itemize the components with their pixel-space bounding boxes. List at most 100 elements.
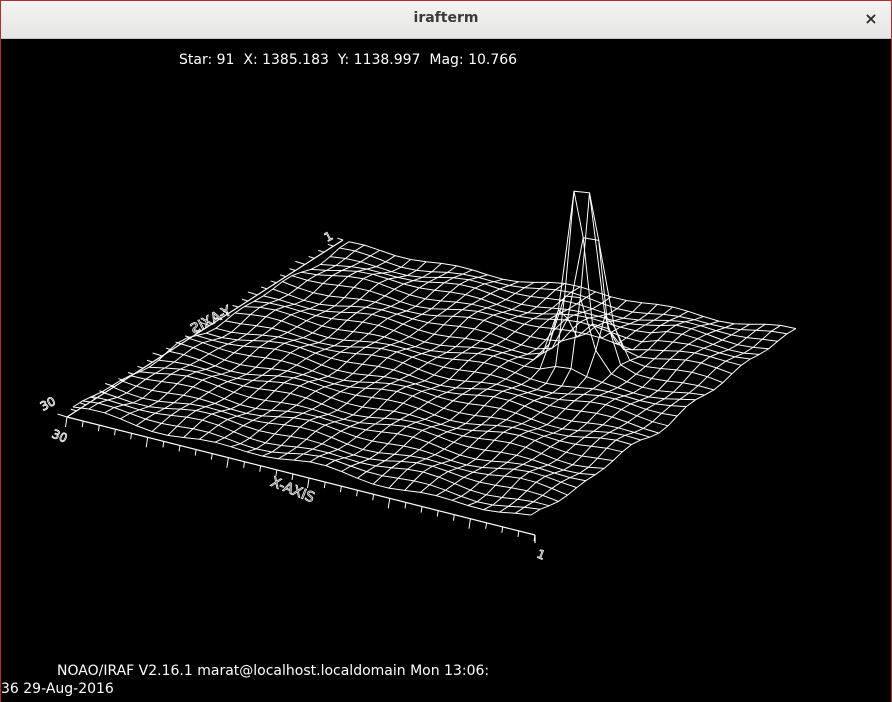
y-axis-tick (146, 359, 153, 363)
mesh-line-x (388, 191, 658, 489)
x-min-tick-label-group: 30 (49, 426, 69, 446)
y-axis-tick (57, 413, 68, 418)
y-axis-tick (232, 304, 239, 308)
y-min-tick-label-group: 30 (37, 394, 58, 414)
title-bar[interactable]: irafterm × (1, 1, 891, 39)
x-axis-tick (130, 433, 133, 440)
x-axis-tick (307, 477, 310, 489)
mesh-line-x (420, 310, 689, 493)
x-axis-tick (452, 514, 455, 521)
x-axis-tick (372, 494, 375, 501)
x-axis-tick (517, 530, 520, 538)
y-axis-tick (280, 274, 287, 278)
y-axis-tick (318, 249, 325, 253)
y-axis-tick (137, 365, 144, 369)
x-axis-tick (323, 482, 326, 489)
mesh-line-y (82, 400, 541, 510)
star-info-text: Star: 91 X: 1385.183 Y: 1138.997 Mag: 10… (179, 52, 518, 68)
mesh-line-x (451, 320, 720, 501)
y-axis-tick (104, 383, 115, 387)
mesh-line-y (72, 406, 532, 516)
y-axis-rail (66, 239, 344, 418)
y-axis-tick (222, 310, 229, 314)
mesh-line-x (483, 323, 751, 511)
mesh-line-x (514, 324, 781, 514)
mesh-line-y (215, 327, 669, 427)
mesh-line-y (168, 350, 623, 453)
mesh-line-x (357, 300, 627, 479)
x-max-tick-label-group: 1 (534, 546, 547, 563)
x-axis-tick (356, 490, 358, 497)
x-axis-tick (81, 420, 84, 428)
y-axis-tick (127, 371, 134, 375)
x-axis-tick (194, 449, 197, 456)
mesh-line-x (278, 281, 550, 460)
y-axis-tick (295, 260, 306, 265)
x-axis-tick (65, 416, 68, 428)
mesh-line-y (101, 391, 559, 502)
mesh-line-x (183, 265, 458, 438)
mesh-line-x (404, 192, 674, 491)
mesh-line-y (310, 268, 760, 355)
mesh-line-y (129, 375, 586, 482)
mesh-line-y (91, 396, 550, 507)
y-axis-tick (184, 335, 191, 339)
y-axis-tick (308, 256, 315, 259)
y-min-tick-label: 30 (38, 394, 58, 414)
y-axis-tick (327, 243, 334, 247)
mesh-line-x (309, 286, 581, 463)
graphics-canvas[interactable]: Y-AXIS X-AXIS 1 30 30 1 Star: 91 X: 1385… (1, 39, 891, 702)
x-max-tick-label: 1 (535, 547, 547, 563)
mesh-line-x (199, 269, 473, 440)
mesh-line-y (110, 385, 568, 496)
x-axis-tick (501, 526, 504, 533)
mesh-line-y (149, 366, 605, 469)
mesh-line-x (325, 291, 596, 467)
x-axis-tick (210, 453, 213, 460)
y-axis-tick (99, 390, 106, 394)
x-axis-tick (485, 522, 488, 529)
x-axis-tick (145, 437, 149, 448)
mesh-line-y (301, 271, 751, 360)
x-axis-tick (226, 457, 229, 468)
mesh-line-x (214, 274, 488, 443)
close-icon[interactable]: × (864, 9, 878, 28)
y-axis-tick (289, 268, 296, 271)
y-axis-tick (270, 280, 277, 284)
mesh-line-y (177, 342, 632, 445)
x-axis-tick (339, 486, 342, 493)
x-axis-tick (243, 461, 246, 468)
x-axis-tick (97, 425, 100, 432)
mesh-line-y (244, 306, 696, 401)
y-axis-tick (80, 402, 87, 406)
x-axis-tick (275, 469, 278, 476)
mesh-line-x (293, 283, 566, 461)
mesh-line-y (120, 379, 577, 489)
x-axis-tick (468, 518, 471, 529)
mesh-line-x (167, 263, 442, 436)
y-axis-tick (337, 237, 344, 241)
mesh-line-y (187, 337, 641, 441)
x-min-tick-label: 30 (50, 427, 69, 446)
x-axis-tick (387, 498, 391, 509)
y-axis-tick (118, 378, 125, 381)
mesh-line-x (151, 261, 427, 432)
mesh-line-y (320, 264, 769, 350)
mesh-line-y (253, 295, 705, 396)
mesh-line-x (530, 328, 797, 516)
mesh-line-x (435, 316, 704, 497)
y-axis-tick (165, 347, 172, 351)
mesh-line-x (120, 255, 396, 420)
mesh-line-x (246, 281, 519, 453)
mesh-line-x (135, 259, 412, 427)
mesh-line-x (72, 241, 350, 408)
window-title: irafterm (413, 10, 479, 26)
mesh-line-y (329, 256, 778, 342)
y-axis-tick (152, 352, 163, 357)
y-axis-tick (241, 298, 248, 302)
mesh-line-y (196, 335, 650, 438)
x-axis-tick (533, 534, 536, 542)
mesh-line-y (339, 247, 787, 335)
y-axis-tick (200, 321, 210, 326)
mesh-line-y (206, 332, 660, 434)
